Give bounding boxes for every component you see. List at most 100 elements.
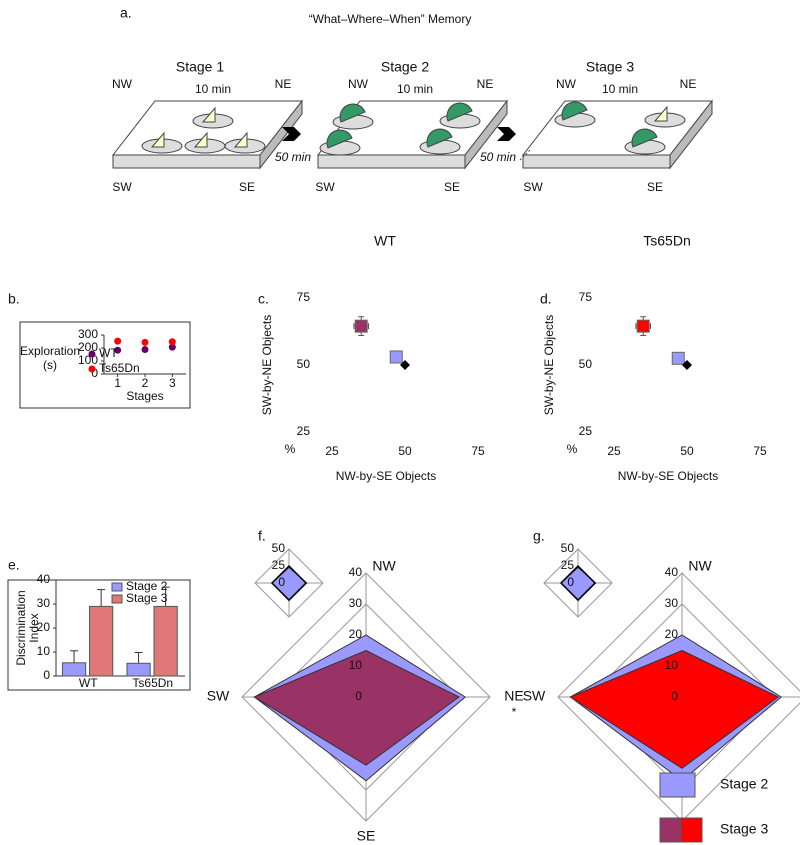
- arena-front: [522, 154, 671, 169]
- y-tick-label: 50: [579, 357, 593, 371]
- point: [389, 350, 403, 364]
- y-tick-label: 50: [297, 357, 311, 371]
- x-tick-label: 50: [398, 444, 412, 458]
- bar: [61, 662, 87, 677]
- object: [561, 101, 588, 121]
- axis-category-label: NW: [688, 558, 712, 574]
- legend-label: Stage 2: [126, 579, 168, 593]
- stage-2: Stage 2 10 min NW NE SW SE: [315, 59, 509, 194]
- y-axis-label: SW-by-NE Objects: [542, 315, 556, 415]
- stage-3: Stage 3 10 min NW NE SW SE: [519, 59, 714, 194]
- y-tick-label: 75: [297, 290, 311, 304]
- legend-label: Stage 3: [126, 591, 168, 605]
- y-axis-label: Discrimination: [14, 590, 28, 665]
- panel-label: c.: [258, 291, 269, 307]
- stage-title: Stage 1: [176, 59, 224, 75]
- legend-swatch: [88, 365, 96, 373]
- r-tick-label: 10: [349, 658, 363, 672]
- r-tick-label: 40: [665, 565, 679, 579]
- delay-label: 50 min: [480, 150, 516, 164]
- object: [653, 105, 668, 122]
- x-tick-label: 75: [753, 444, 767, 458]
- y-tick-label: 0: [43, 668, 50, 682]
- r-tick-label: 0: [671, 689, 678, 703]
- axis-category-label: SE: [357, 828, 376, 844]
- corner-label: SW: [523, 180, 543, 194]
- y-tick-label: 200: [78, 340, 98, 354]
- object: [631, 128, 658, 148]
- legend-swatch: [659, 817, 682, 843]
- y-tick-label: 30: [37, 596, 51, 610]
- corner-label: SE: [444, 180, 460, 194]
- y-tick-label: 300: [78, 327, 98, 341]
- axis-category-label: SW: [207, 688, 230, 704]
- r-tick-label: 30: [349, 596, 363, 610]
- point: [114, 337, 122, 345]
- axis-corner-label: %: [285, 442, 296, 456]
- r-tick-label: 50: [272, 541, 286, 555]
- y-axis-label: Index: [27, 613, 41, 642]
- arena-side: [464, 99, 508, 170]
- bar: [126, 662, 151, 677]
- bar: [153, 605, 178, 677]
- corner-label: NE: [477, 77, 494, 91]
- x-axis-label: NW-by-SE Objects: [336, 469, 436, 483]
- r-tick-label: 20: [349, 627, 363, 641]
- arrow: [497, 127, 516, 141]
- stage-title: Stage 2: [381, 59, 429, 75]
- panel-a: a. “What–Where–When” Memory Stage 1 10 m…: [111, 5, 714, 194]
- x-tick-label: 25: [607, 444, 621, 458]
- y-axis-label: SW-by-NE Objects: [260, 315, 274, 415]
- arena-front: [317, 154, 466, 169]
- x-axis-label: NW-by-SE Objects: [618, 469, 718, 483]
- radar-area: [569, 649, 780, 769]
- object: [339, 103, 366, 123]
- x-tick-label: 2: [142, 376, 149, 390]
- point: [141, 346, 149, 354]
- axis-corner-label: %: [567, 442, 578, 456]
- point: [682, 360, 692, 370]
- r-tick-label: 50: [561, 541, 575, 555]
- radar-area: [253, 649, 460, 766]
- point: [636, 319, 650, 333]
- x-tick-label: 50: [680, 444, 694, 458]
- legend-swatch: [111, 582, 123, 592]
- object: [446, 102, 473, 122]
- axis-category-label: NW: [372, 558, 396, 574]
- y-tick-label: 100: [78, 353, 98, 367]
- object: [193, 131, 208, 148]
- panel-label: a.: [120, 5, 132, 21]
- chart-title: WT: [374, 233, 396, 249]
- x-tick-label: WT: [79, 676, 98, 690]
- arena-side: [669, 99, 713, 170]
- x-tick-label: 3: [169, 376, 176, 390]
- panel-label: g.: [533, 528, 545, 544]
- y-tick-label: 25: [579, 424, 593, 438]
- y-tick-label: 20: [37, 620, 51, 634]
- r-tick-label: 0: [355, 689, 362, 703]
- arrow: [282, 127, 301, 141]
- delay-label: 50 min: [275, 150, 311, 164]
- object: [201, 106, 216, 123]
- stage-title: Stage 3: [586, 59, 634, 75]
- r-tick-label: 25: [561, 558, 575, 572]
- y-tick-label: 75: [579, 290, 593, 304]
- object: [326, 129, 353, 149]
- axis-category-label: NE: [504, 688, 523, 704]
- corner-label: SE: [647, 180, 663, 194]
- point: [114, 346, 122, 354]
- panel-title: “What–Where–When” Memory: [309, 12, 472, 26]
- legend-label: Stage 3: [720, 821, 768, 837]
- legend-swatch: [111, 594, 123, 604]
- legend-label: Ts65Dn: [99, 361, 140, 375]
- arena-side: [259, 99, 303, 170]
- radar-area: [559, 564, 597, 602]
- r-tick-label: 10: [665, 658, 679, 672]
- y-tick-label: 25: [297, 424, 311, 438]
- x-tick-label: 1: [114, 376, 121, 390]
- y-axis-label: (s): [43, 358, 57, 372]
- legend-swatch: [659, 772, 696, 798]
- point: [671, 351, 685, 365]
- point: [400, 360, 410, 370]
